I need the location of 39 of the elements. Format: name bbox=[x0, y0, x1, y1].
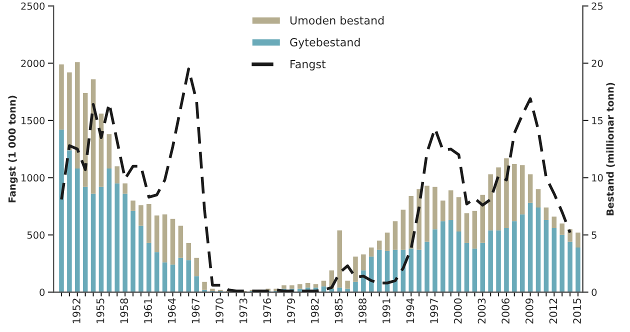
y-tick-label: 500 bbox=[27, 231, 45, 239]
x-tick-label: 2009 bbox=[525, 298, 534, 324]
x-tick-label: 2006 bbox=[502, 298, 510, 324]
y2-axis-title: Bestand (millionar tonn) bbox=[606, 82, 615, 216]
legend-label: Gytebestand bbox=[290, 38, 360, 49]
y2-tick-label: 20 bbox=[592, 60, 603, 68]
x-tick-label: 1982 bbox=[310, 298, 319, 324]
x-tick-label: 1985 bbox=[334, 298, 343, 324]
x-tick-label: 2015 bbox=[573, 298, 582, 324]
x-tick-label: 1979 bbox=[287, 298, 295, 324]
y-tick-label: 2500 bbox=[21, 2, 45, 10]
legend-label: Fangst bbox=[290, 60, 326, 70]
x-tick-label: 2012 bbox=[549, 298, 558, 324]
x-tick-label: 1952 bbox=[72, 298, 80, 324]
y-tick-label: 0 bbox=[40, 288, 45, 296]
x-tick-label: 1967 bbox=[192, 298, 200, 324]
x-tick-label: 1958 bbox=[120, 298, 128, 324]
y2-tick-label: 10 bbox=[592, 174, 603, 182]
x-tick-label: 1997 bbox=[430, 298, 438, 324]
x-tick-label: 1955 bbox=[96, 298, 104, 324]
y-tick-label: 2000 bbox=[21, 60, 45, 68]
x-tick-label: 1973 bbox=[239, 298, 248, 324]
x-tick-label: 1988 bbox=[358, 298, 366, 324]
y2-tick-label: 0 bbox=[592, 288, 597, 296]
y-tick-label: 1000 bbox=[22, 174, 45, 182]
y2-tick-label: 15 bbox=[592, 117, 603, 124]
x-tick-label: 1976 bbox=[263, 298, 272, 324]
x-tick-label: 2000 bbox=[454, 298, 462, 324]
legend-label: Umoden bestand bbox=[290, 16, 384, 25]
y-tick-label: 1500 bbox=[22, 116, 45, 124]
y2-tick-label: 25 bbox=[592, 2, 603, 10]
y2-tick-label: 5 bbox=[592, 232, 596, 239]
x-tick-label: 1991 bbox=[382, 298, 390, 324]
y-axis-title: Fangst (1 000 tonn) bbox=[8, 96, 18, 202]
x-tick-label: 1970 bbox=[216, 298, 224, 324]
x-tick-label: 1964 bbox=[168, 298, 176, 324]
x-tick-label: 1961 bbox=[144, 298, 152, 324]
x-tick-label: 1994 bbox=[406, 298, 414, 324]
x-tick-label: 2003 bbox=[478, 298, 486, 324]
